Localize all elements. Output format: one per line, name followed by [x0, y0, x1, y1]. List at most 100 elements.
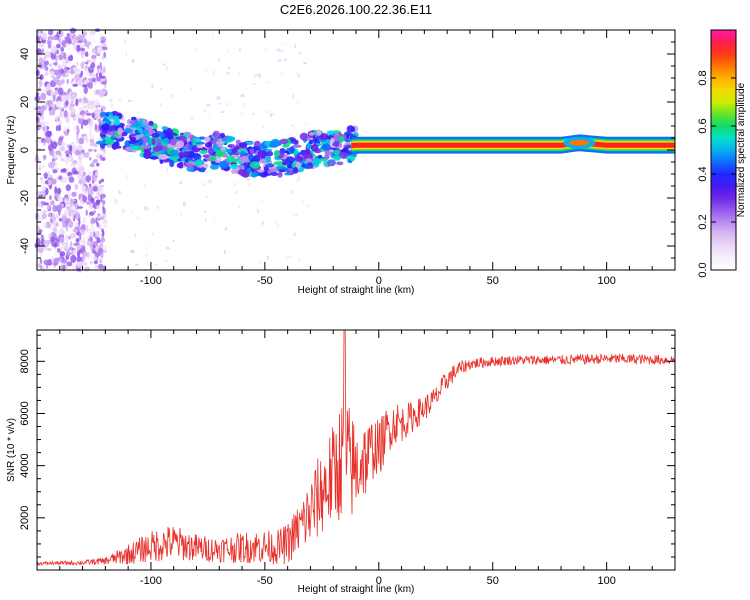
spec-ridge-blob [246, 167, 252, 172]
spec-haze [240, 94, 245, 97]
spec-noise-blob [87, 43, 90, 49]
spec-ytick-label: 0 [19, 147, 31, 153]
spec-noise-blob [92, 223, 95, 230]
spec-noise-blob [100, 178, 105, 183]
spec-noise-blob [101, 228, 104, 233]
spec-noise-blob [87, 171, 92, 176]
spec-noise-blob [64, 234, 69, 242]
spec-haze [165, 260, 168, 262]
spec-haze [296, 71, 299, 75]
spec-ridge-blob [329, 160, 334, 166]
spec-noise-blob [43, 239, 50, 248]
spec-ridge-blob [252, 154, 261, 163]
spec-noise-blob [40, 178, 46, 187]
spec-noise-blob [58, 54, 64, 61]
spec-noise-blob [78, 178, 84, 185]
spec-noise-blob [96, 230, 100, 238]
spec-haze [291, 190, 293, 194]
colorbar-gradient [711, 30, 736, 270]
spec-haze [261, 200, 263, 203]
spec-noise-blob [44, 72, 48, 76]
spec-noise-blob [91, 134, 94, 140]
spec-ridge-blob [226, 155, 236, 163]
spec-noise-blob [101, 157, 106, 161]
snr-background [37, 330, 675, 570]
spec-haze [290, 124, 294, 127]
spec-noise-blob [60, 264, 64, 271]
spec-noise-blob [80, 123, 84, 130]
spec-noise-blob [86, 235, 90, 240]
spec-noise-blob [76, 256, 82, 262]
spec-haze [265, 110, 269, 114]
spec-noise-blob [71, 78, 75, 82]
spec-noise-blob [77, 250, 81, 258]
spec-ridge-blob [257, 169, 265, 173]
spec-noise-blob [67, 55, 73, 62]
spec-noise-blob [75, 238, 80, 243]
spec-ridge-blob [308, 132, 316, 136]
spec-noise-blob [94, 196, 99, 199]
spec-haze [297, 74, 301, 78]
spec-noise-blob [85, 104, 91, 108]
spec-ridge-blob [142, 119, 148, 126]
spec-noise-blob [62, 243, 66, 250]
spec-ridge-blob [225, 136, 236, 142]
spec-haze [302, 200, 304, 204]
spec-noise-blob [73, 45, 77, 51]
spec-haze [206, 103, 211, 107]
spec-ridge-blob [109, 125, 115, 130]
spec-ridge-blob [284, 167, 289, 172]
spec-noise-blob [96, 205, 101, 210]
spec-ridge-blob [282, 161, 288, 166]
spec-xtick-label: -50 [257, 275, 273, 287]
spec-noise-blob [69, 249, 72, 254]
spec-noise-blob [57, 242, 60, 247]
spec-haze [165, 66, 168, 71]
spec-haze [248, 183, 251, 187]
snr-xtick-label: -100 [140, 575, 162, 587]
spec-noise-blob [85, 61, 89, 65]
spec-noise-blob [39, 121, 46, 127]
spec-ridge-blob [237, 164, 244, 168]
spec-noise-blob [55, 230, 62, 235]
spec-noise-blob [79, 47, 86, 52]
spectrogram-frame [36, 29, 676, 271]
colorbar-frame [710, 29, 737, 271]
spec-haze [218, 102, 222, 105]
spec-haze [292, 94, 294, 99]
spec-noise-blob [50, 236, 55, 243]
spec-ridge-blob [215, 149, 224, 158]
spec-noise-blob [71, 93, 77, 98]
spec-haze [216, 96, 221, 100]
spec-ridge-blob [169, 149, 179, 157]
spec-haze [203, 210, 207, 213]
spec-noise-blob [99, 72, 102, 77]
spec-noise-blob [45, 221, 52, 229]
spec-noise-blob [72, 116, 77, 121]
spec-noise-blob [56, 82, 63, 87]
spec-ridge-blob [162, 145, 168, 152]
spec-noise-blob [47, 40, 52, 49]
spec-noise-blob [75, 98, 79, 107]
spec-noise-blob [99, 258, 103, 264]
spec-ridge-blob [310, 144, 319, 152]
spec-noise-blob [94, 253, 100, 258]
spec-haze [274, 220, 277, 224]
spec-haze [179, 181, 183, 184]
spec-noise-blob [88, 148, 93, 152]
spec-haze [227, 49, 229, 53]
spec-haze [208, 179, 212, 183]
spec-ridge-blob [349, 155, 356, 162]
spec-noise-blob [90, 119, 94, 127]
spec-haze [205, 218, 207, 223]
spec-haze [121, 168, 123, 172]
spec-noise-blob [70, 240, 73, 249]
spec-noise-blob [72, 35, 78, 44]
spectrogram-xlabel: Height of straight line (km) [298, 285, 415, 296]
spec-ridge-blob [284, 172, 291, 176]
spec-ridge-blob [192, 153, 202, 161]
spec-ridge-blob [225, 149, 233, 153]
spec-noise-blob [58, 65, 62, 70]
spec-noise-blob [40, 116, 45, 121]
spec-noise-blob [90, 72, 96, 79]
